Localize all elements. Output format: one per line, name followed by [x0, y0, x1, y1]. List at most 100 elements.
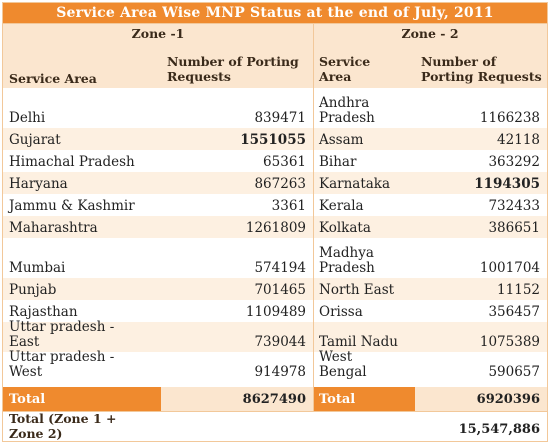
zone2-service-area-header: Service Area [313, 44, 415, 88]
zone2-porting-requests-cell: 11152 [497, 282, 540, 298]
zone2-service-area-cell: Tamil Nadu [313, 322, 415, 352]
zone1-service-area-line2: Rajasthan [9, 304, 78, 320]
zone1-service-area-cell: Jammu & Kashmir [3, 194, 161, 216]
zone1-service-area-line2: Punjab [9, 282, 57, 298]
zone1-porting-requests-cell: 739044 [254, 334, 306, 350]
table-row: Jammu & Kashmir 3361 Kerala 732433 [3, 194, 547, 216]
zone2-porting-requests-cell: 1075389 [479, 334, 540, 350]
zone1-service-area-line2: Himachal Pradesh [9, 154, 135, 170]
zone1-requests-header-line1: Number of Porting [167, 54, 299, 69]
zone1-porting-requests-cell: 3361 [271, 198, 306, 214]
zone1-service-area-line2: Mumbai [9, 260, 66, 276]
zone2-porting-requests-cell: 1001704 [479, 260, 540, 276]
zone1-service-area-cell: Gujarat [3, 128, 161, 150]
table-row: Himachal Pradesh 65361 Bihar 363292 [3, 150, 547, 172]
zone1-porting-requests-cell: 914978 [254, 364, 306, 380]
table-row: Delhi 839471 Andhra Pradesh 1166238 [3, 88, 547, 128]
zone2-service-area-header-line2: Area [319, 69, 352, 84]
zone-header-row: Zone -1 Zone - 2 [3, 23, 547, 44]
zone1-service-area-cell: Delhi [3, 88, 161, 128]
table-row: Gujarat 1551055 Assam 42118 [3, 128, 547, 150]
zone1-service-area-cell: Uttar pradesh - East [3, 319, 161, 352]
zone2-service-area-line2: Tamil Nadu [319, 334, 398, 350]
zone1-service-area-line2: Delhi [9, 110, 46, 126]
zone2-total-value: 6920396 [415, 387, 547, 411]
zone2-service-area-line1: Madhya [319, 245, 374, 261]
table-row: Haryana 867263 Karnataka 1194305 [3, 172, 547, 194]
zone1-header: Zone -1 [3, 23, 313, 44]
zone1-porting-requests-cell: 867263 [254, 176, 306, 192]
zone2-service-area-line2: Kerala [319, 198, 364, 214]
zone1-porting-requests-cell: 1109489 [245, 304, 306, 320]
zone2-service-area-line2: Bengal [319, 364, 367, 380]
zone2-service-area-cell: West Bengal [313, 349, 415, 382]
zone2-service-area-header-line1: Service [319, 54, 371, 69]
zone1-service-area-cell: Mumbai [3, 238, 161, 278]
zone1-porting-requests-cell: 839471 [254, 110, 306, 126]
table-row: Uttar pradesh - West 914978 West Bengal 59065… [3, 349, 547, 382]
column-header-row: Service Area Number of Porting Requests … [3, 44, 547, 88]
zone2-service-area-cell: Andhra Pradesh [313, 88, 415, 128]
zone1-requests-header-line2: Requests [167, 69, 231, 84]
grand-total-value: 15,547,886 [161, 411, 547, 441]
table-row: Uttar pradesh - East 739044 Tamil Nadu 10753… [3, 319, 547, 352]
zone1-service-area-line2: East [9, 334, 40, 350]
zone2-service-area-line2: North East [319, 282, 395, 298]
table-row: Maharashtra 1261809 Kolkata 386651 [3, 216, 547, 238]
zone2-service-area-line2: Orissa [319, 304, 363, 320]
zone2-service-area-cell: Kolkata [313, 216, 415, 238]
zone2-header: Zone - 2 [313, 23, 547, 44]
zone2-porting-requests-cell: 356457 [488, 304, 540, 320]
zone2-requests-header: Number of Porting Requests [415, 44, 547, 88]
zone1-porting-requests-cell: 701465 [254, 282, 306, 298]
zone1-service-area-cell: Maharashtra [3, 216, 161, 238]
zone2-service-area-line2: Bihar [319, 154, 357, 170]
grand-total-row: Total (Zone 1 + Zone 2) 15,547,886 [3, 411, 547, 441]
table-title-row: Service Area Wise MNP Status at the end … [3, 3, 547, 23]
zone2-service-area-line2: Kolkata [319, 220, 371, 236]
zone2-service-area-cell: Bihar [313, 150, 415, 172]
zone2-service-area-line1: West [319, 349, 353, 365]
grand-total-label-line1: Total (Zone 1 + [9, 411, 117, 426]
zone1-service-area-cell: Rajasthan [3, 300, 161, 322]
zone1-service-area-line2: Jammu & Kashmir [9, 198, 135, 214]
zone1-porting-requests-cell: 1551055 [240, 132, 306, 148]
zone1-service-area-cell: Punjab [3, 278, 161, 300]
zone1-service-area-line1: Uttar pradesh - [9, 319, 115, 335]
zone2-porting-requests-cell: 590657 [488, 364, 540, 380]
zone1-total-label: Total [3, 387, 161, 411]
zone2-service-area-line2: Karnataka [319, 176, 391, 192]
table-row: Punjab 701465 North East 11152 [3, 278, 547, 300]
zone1-service-area-cell: Himachal Pradesh [3, 150, 161, 172]
zone2-porting-requests-cell: 42118 [497, 132, 540, 148]
zone2-porting-requests-cell: 732433 [488, 198, 540, 214]
grand-total-label: Total (Zone 1 + Zone 2) [3, 411, 161, 441]
zone2-service-area-line2: Pradesh [319, 110, 375, 126]
table-row: Mumbai 574194 Madhya Pradesh 1001704 [3, 238, 547, 278]
zone1-porting-requests-cell: 1261809 [245, 220, 306, 236]
zone1-service-area-line1: Uttar pradesh - [9, 349, 115, 365]
zone1-total-value: 8627490 [161, 387, 313, 411]
zone2-requests-header-line1: Number of [421, 54, 497, 69]
grand-total-label-line2: Zone 2) [9, 426, 63, 441]
zone1-service-area-cell: Haryana [3, 172, 161, 194]
zone1-porting-requests-cell: 65361 [263, 154, 306, 170]
zone2-total-label: Total [313, 387, 415, 411]
zone1-requests-header: Number of Porting Requests [161, 44, 313, 88]
zone2-service-area-line1: Andhra [319, 95, 370, 111]
zone1-service-area-cell: Uttar pradesh - West [3, 349, 161, 382]
table-title: Service Area Wise MNP Status at the end … [3, 3, 547, 23]
zone1-service-area-line2: Gujarat [9, 132, 61, 148]
zone1-porting-requests-cell: 574194 [254, 260, 306, 276]
divider [3, 411, 547, 412]
zone-total-row: Total 8627490 Total 6920396 [3, 387, 547, 411]
zone2-porting-requests-cell: 1194305 [474, 176, 540, 192]
zone2-service-area-cell: Orissa [313, 300, 415, 322]
zone1-service-area-line2: Maharashtra [9, 220, 98, 236]
zone2-requests-header-line2: Porting Requests [421, 69, 542, 84]
zone2-porting-requests-cell: 363292 [488, 154, 540, 170]
zone2-service-area-cell: Assam [313, 128, 415, 150]
zone1-service-area-header-text: Service Area [9, 71, 97, 86]
zone1-service-area-header: Service Area [3, 44, 161, 88]
